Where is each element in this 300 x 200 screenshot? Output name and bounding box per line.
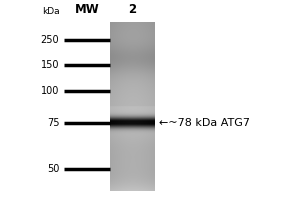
Text: 100: 100 <box>41 86 59 96</box>
Text: 75: 75 <box>47 118 59 128</box>
Text: 50: 50 <box>47 164 59 174</box>
Text: 150: 150 <box>41 60 59 70</box>
Text: ←~78 kDa ATG7: ←~78 kDa ATG7 <box>159 118 250 128</box>
Text: 250: 250 <box>41 35 59 45</box>
Text: 2: 2 <box>128 3 136 16</box>
Text: MW: MW <box>74 3 99 16</box>
Text: kDa: kDa <box>42 7 59 16</box>
